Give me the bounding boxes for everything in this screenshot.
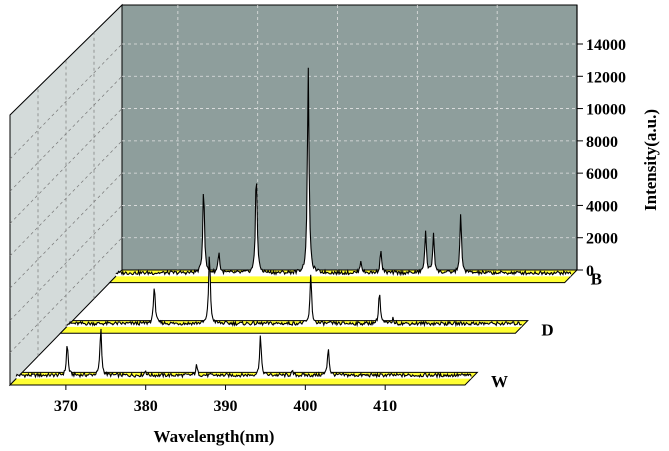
side-grid-line (9, 205, 123, 321)
y-tick-label: 10000 (586, 102, 626, 119)
back-wall (121, 4, 578, 271)
x-tick-label: 390 (214, 398, 238, 415)
side-wall-grid (9, 32, 123, 357)
axes: 370 380 390 400 410 0 2000 4000 6000 8000 10000 120… (54, 5, 626, 415)
y-tick-label: 4000 (586, 198, 618, 215)
series-w: W (8, 328, 508, 391)
series-label: D (541, 320, 553, 339)
series-line (66, 256, 522, 328)
x-tick-label: 380 (134, 398, 158, 415)
series-line (115, 67, 572, 277)
side-grid-line (9, 140, 123, 257)
y-tick-label: 6000 (586, 166, 618, 183)
series-fill (16, 328, 472, 379)
series-layer: B D W (8, 67, 602, 391)
y-tick-label: 0 (586, 263, 594, 280)
series-line (15, 328, 472, 379)
series-d: D (59, 256, 554, 339)
x-tick-label: 370 (54, 398, 78, 415)
y-tick-label: 12000 (586, 69, 626, 86)
series-label: W (491, 372, 508, 391)
y-tick-label: 2000 (586, 231, 618, 248)
x-tick-label: 410 (373, 398, 397, 415)
y-tick-label: 14000 (586, 37, 626, 54)
side-grid-line (9, 43, 123, 160)
x-axis-label: Wavelength(nm) (154, 427, 275, 446)
back-wall-grid (122, 5, 577, 270)
series-label: B (591, 270, 602, 289)
y-axis-label: Intensity(a.u.) (641, 109, 660, 211)
y-tick-label: 8000 (586, 134, 618, 151)
x-tick-label: 400 (293, 398, 317, 415)
side-grid-line (9, 108, 123, 224)
